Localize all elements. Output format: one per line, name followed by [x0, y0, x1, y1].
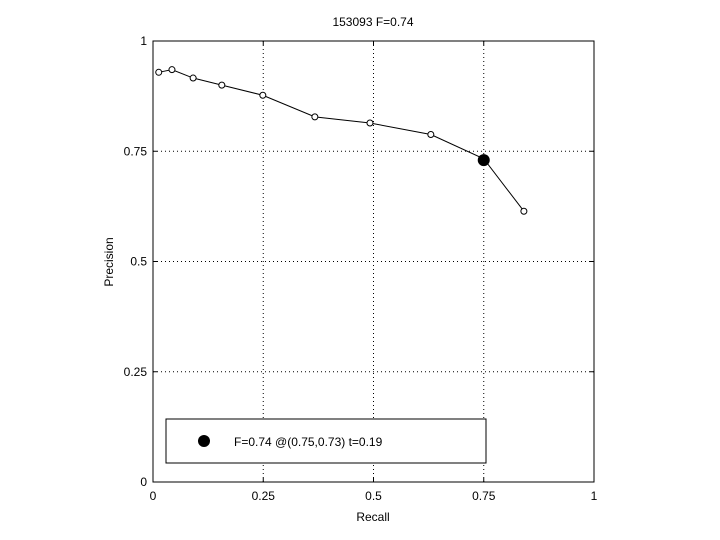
legend-marker	[198, 435, 210, 447]
y-tick-label: 0	[140, 475, 147, 489]
x-tick-label: 0	[150, 489, 157, 503]
chart-title: 153093 F=0.74	[332, 15, 413, 29]
y-tick-label: 0.25	[124, 365, 148, 379]
data-point	[218, 81, 226, 89]
x-tick-label: 1	[591, 489, 598, 503]
plot-frame	[152, 40, 595, 483]
data-point	[259, 91, 267, 99]
y-tick-label: 1	[140, 34, 147, 48]
x-tick-label: 0.75	[472, 489, 496, 503]
y-tick-label: 0.75	[124, 144, 148, 158]
data-point	[189, 74, 197, 82]
data-point	[168, 66, 176, 74]
data-series	[155, 66, 528, 215]
legend-box	[165, 418, 487, 464]
data-point	[366, 119, 374, 127]
grid-lines	[153, 41, 594, 482]
legend: F=0.74 @(0.75,0.73) t=0.19	[165, 418, 487, 464]
best-f-point	[477, 154, 490, 167]
tick-labels: 0 0.25 0.5 0.75 1 0 0.25 0.5 0.75 1	[124, 34, 598, 503]
data-point	[155, 68, 163, 76]
y-axis-label: Precision	[102, 237, 116, 286]
legend-label: F=0.74 @(0.75,0.73) t=0.19	[234, 435, 383, 449]
data-point	[520, 207, 528, 215]
x-tick-label: 0.5	[365, 489, 382, 503]
y-tick-label: 0.5	[130, 255, 147, 269]
data-point	[311, 113, 319, 121]
data-point	[427, 130, 435, 138]
x-axis-label: Recall	[356, 510, 389, 524]
x-tick-label: 0.25	[252, 489, 276, 503]
series-line	[158, 69, 525, 212]
